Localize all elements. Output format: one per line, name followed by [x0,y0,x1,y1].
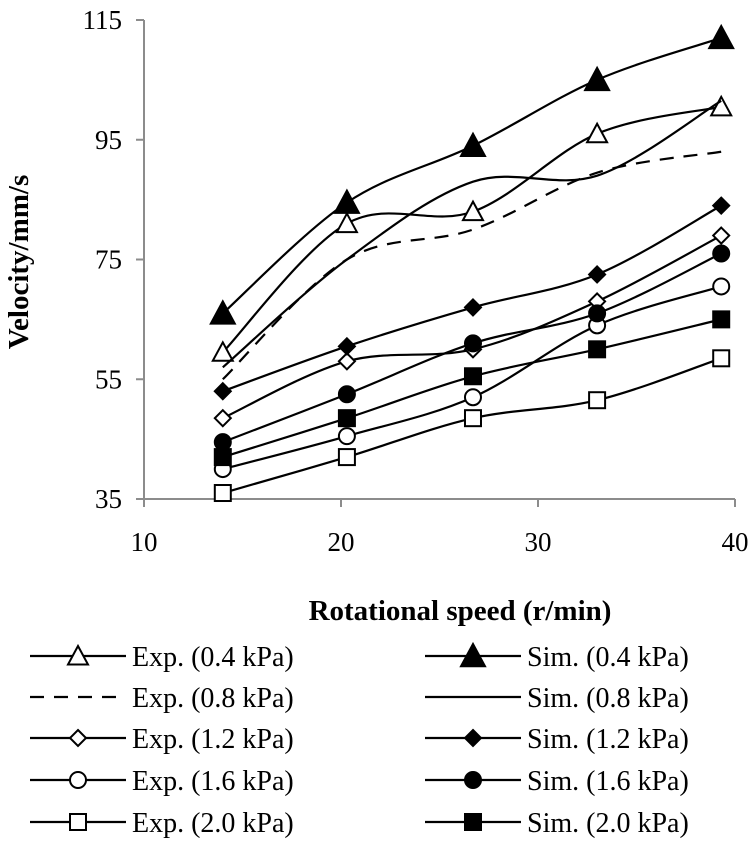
series-sim-0-4-kpa [209,23,735,325]
data-point [213,433,232,452]
legend-label: Exp. (2.0 kPa) [132,808,294,839]
legend: Exp. (0.4 kPa) Sim. (0.4 kPa) Exp. (0.8 kP… [30,641,689,839]
data-point [337,448,356,467]
series-exp-0-4-kpa [211,94,733,362]
y-tick-label: 75 [95,245,122,275]
data-point [211,340,235,362]
legend-item: Exp. (2.0 kPa) [30,808,294,839]
legend-marker [464,771,482,789]
legend-marker [68,728,88,748]
y-tick-label: 55 [95,364,122,394]
data-point [588,391,607,410]
x-tick-label: 20 [328,527,355,557]
data-point [337,351,357,371]
legend-label: Sim. (1.2 kPa) [527,724,689,755]
series-sim-2-0-kpa [213,310,731,467]
series-sim-1-2-kpa [213,196,731,401]
legend-marker [69,771,87,789]
data-point [213,448,232,467]
data-point [587,265,607,284]
data-point [337,385,356,404]
legend-label: Exp. (0.4 kPa) [132,642,294,673]
series-line [222,204,722,393]
legend-marker [459,641,487,668]
legend-marker [66,643,90,666]
data-point [337,427,356,446]
data-point [712,277,731,296]
legend-item: Sim. (1.2 kPa) [425,724,689,755]
data-point [337,336,357,356]
legend-marker [464,813,482,831]
data-point [588,304,607,323]
data-point [711,196,731,216]
data-point [583,65,611,92]
data-point [213,408,233,428]
legend-item: Sim. (1.6 kPa) [425,766,689,797]
y-axis-ticks: 35 55 75 95 115 [83,5,144,514]
legend-item: Exp. (0.4 kPa) [30,642,294,673]
series-line [222,36,722,315]
y-tick-label: 35 [95,484,122,514]
series-exp-2-0-kpa [213,349,731,503]
data-point [213,484,232,503]
x-axis-ticks: 10 20 30 40 [131,499,749,557]
data-point [709,94,733,117]
data-point [712,349,731,368]
x-tick-label: 30 [525,527,552,557]
data-point [463,367,482,386]
legend-label: Sim. (2.0 kPa) [527,808,689,839]
legend-item: Sim. (0.8 kPa) [425,683,689,714]
legend-item: Exp. (1.2 kPa) [30,724,294,755]
data-point [209,299,237,325]
series-sim-0-8-kpa [222,99,722,369]
series-sim-1-6-kpa [213,244,731,452]
legend-label: Sim. (0.8 kPa) [527,683,689,714]
data-point [463,409,482,428]
data-point [707,23,735,50]
x-tick-label: 10 [131,527,158,557]
plot-area [209,23,735,503]
legend-label: Sim. (1.6 kPa) [527,766,689,797]
data-point [461,199,485,222]
legend-label: Exp. (1.6 kPa) [132,766,294,797]
data-point [711,226,731,245]
data-point [333,188,361,214]
y-axis-title: Velocity/mm/s [3,175,35,350]
data-point [585,121,609,144]
x-axis-title: Rotational speed (r/min) [309,595,612,627]
data-point [463,297,483,317]
data-point [335,211,359,234]
legend-label: Exp. (0.8 kPa) [132,683,294,714]
legend-marker [463,728,483,748]
y-tick-label: 95 [95,125,122,155]
y-tick-label: 115 [83,5,123,35]
data-point [588,340,607,359]
legend-label: Exp. (1.2 kPa) [132,724,294,755]
data-point [712,244,731,263]
data-point [337,409,356,428]
legend-label: Sim. (0.4 kPa) [527,642,689,673]
data-point [463,388,482,407]
series-line [222,99,722,369]
legend-item: Exp. (1.6 kPa) [30,766,294,797]
legend-item: Exp. (0.8 kPa) [30,683,294,714]
data-point [463,334,482,353]
x-tick-label: 40 [722,527,749,557]
data-point [712,310,731,329]
legend-item: Sim. (0.4 kPa) [425,641,689,673]
data-point [213,381,233,401]
legend-item: Sim. (2.0 kPa) [425,808,689,839]
legend-marker [69,813,87,831]
data-point [459,131,487,157]
